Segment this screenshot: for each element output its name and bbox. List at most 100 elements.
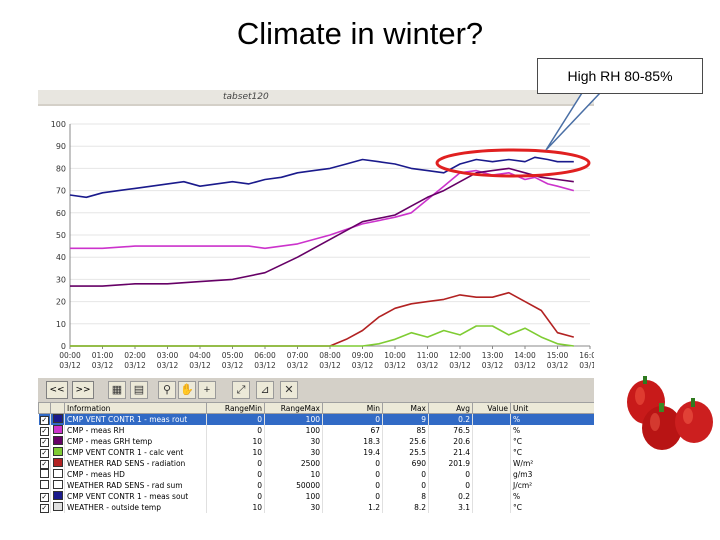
row-unit: g/m3 (510, 469, 594, 480)
table-row[interactable]: WEATHER RAD SENS - rad sum 0 50000 0 0 0 J/cm² (38, 480, 594, 491)
header-avg[interactable]: Avg (428, 402, 473, 414)
row-checkbox[interactable]: ✓ (38, 502, 51, 513)
grid-view-icon[interactable]: ▤ (130, 381, 148, 399)
row-information: WEATHER RAD SENS - rad sum (64, 480, 207, 491)
row-checkbox[interactable]: ✓ (38, 458, 51, 469)
x-tick-time-label: 08:00 (319, 351, 341, 360)
row-value (472, 458, 511, 469)
prev-button[interactable]: << (46, 381, 68, 399)
checkbox-icon[interactable]: ✓ (39, 492, 49, 502)
x-tick-date-label: 03/12 (384, 361, 406, 370)
checkbox-icon[interactable]: ✓ (39, 426, 49, 436)
chart-view-icon[interactable]: ▦ (108, 381, 126, 399)
x-tick-time-label: 00:00 (59, 351, 81, 360)
x-tick-date-label: 03/12 (352, 361, 374, 370)
table-row[interactable]: ✓ CMP VENT CONTR 1 - meas rout 0 100 0 9 0.2% (38, 413, 594, 425)
table-row[interactable]: ✓ CMP - meas GRH temp 10 30 18.3 25.6 20.6 °C (38, 436, 594, 447)
row-avg: 76.5 (428, 425, 473, 436)
row-information: CMP VENT CONTR 1 - calc vent (64, 447, 207, 458)
axis-icon[interactable]: ⊿ (256, 381, 274, 399)
y-tick-label: 60 (56, 209, 66, 218)
row-rangemax: 100 (264, 425, 323, 436)
table-row[interactable]: ✓ CMP - meas RH 0 100 67 85 76.5% (38, 425, 594, 436)
series-color-swatch (52, 447, 63, 456)
x-tick-date-label: 03/12 (92, 361, 114, 370)
row-checkbox[interactable] (38, 480, 51, 491)
x-tick-date-label: 03/12 (222, 361, 244, 370)
zoom-icon[interactable]: ⚲ (158, 381, 176, 399)
row-max: 690 (382, 458, 429, 469)
series-table: Information RangeMin RangeMax Min Max Av… (38, 402, 594, 520)
row-rangemax: 100 (264, 413, 323, 425)
y-tick-label: 70 (56, 187, 66, 196)
row-unit: % (510, 491, 594, 502)
autoscale-icon[interactable]: ⤢ (232, 381, 250, 399)
row-unit: % (510, 413, 594, 425)
table-row[interactable]: ✓ WEATHER - outside temp 10 30 1.2 8.2 3.1 °C (38, 502, 594, 513)
checkbox-icon[interactable]: ✓ (39, 437, 49, 447)
row-checkbox[interactable]: ✓ (38, 413, 51, 425)
table-row[interactable]: CMP - meas HD 0 10 0 0 0 g/m3 (38, 469, 594, 480)
pan-hand-icon[interactable]: ✋ (178, 381, 196, 399)
x-tick-date-label: 03/12 (579, 361, 594, 370)
row-unit: °C (510, 436, 594, 447)
next-button[interactable]: >> (72, 381, 94, 399)
tabset-label[interactable]: tabset120 (38, 90, 594, 104)
row-rangemax: 10 (264, 469, 323, 480)
header-unit[interactable]: Unit (510, 402, 594, 414)
row-checkbox[interactable]: ✓ (38, 436, 51, 447)
row-value (472, 469, 511, 480)
row-checkbox[interactable]: ✓ (38, 491, 51, 502)
series-color-swatch (52, 436, 63, 445)
row-checkbox[interactable] (38, 469, 51, 480)
row-value (472, 491, 511, 502)
row-min: 67 (322, 425, 383, 436)
row-information: CMP - meas HD (64, 469, 207, 480)
row-avg: 0 (428, 469, 473, 480)
x-tick-time-label: 09:00 (352, 351, 374, 360)
checkbox-icon[interactable] (39, 469, 49, 478)
row-color-swatch (50, 413, 65, 425)
header-rangemax[interactable]: RangeMax (264, 402, 323, 414)
y-tick-label: 50 (56, 231, 66, 240)
x-tick-date-label: 03/12 (319, 361, 341, 370)
header-min[interactable]: Min (322, 402, 383, 414)
row-rangemin: 10 (206, 447, 265, 458)
row-value (472, 480, 511, 491)
crosshair-icon[interactable]: + (198, 381, 216, 399)
row-rangemax: 30 (264, 436, 323, 447)
y-tick-label: 100 (51, 120, 66, 129)
row-value (472, 502, 511, 513)
row-checkbox[interactable]: ✓ (38, 447, 51, 458)
checkbox-icon[interactable]: ✓ (39, 459, 49, 469)
table-row[interactable]: ✓ CMP VENT CONTR 1 - meas sout 0 100 0 8 0.2% (38, 491, 594, 502)
header-information[interactable]: Information (64, 402, 207, 414)
chart-app-window: tabset120 100 90 80 70 60 50 40 30 20 10 0 00:00 03/… (38, 90, 594, 520)
table-row[interactable]: ✓ CMP VENT CONTR 1 - calc vent 10 30 19.4 25.… (38, 447, 594, 458)
x-tick-time-label: 14:00 (514, 351, 536, 360)
row-unit: J/cm² (510, 480, 594, 491)
checkbox-icon[interactable] (39, 480, 49, 489)
table-row[interactable]: ✓ WEATHER RAD SENS - radiation 0 2500 0 690 20… (38, 458, 594, 469)
header-max[interactable]: Max (382, 402, 429, 414)
header-value[interactable]: Value (472, 402, 511, 414)
header-rangemin[interactable]: RangeMin (206, 402, 265, 414)
x-tick-time-label: 03:00 (157, 351, 179, 360)
slide-title: Climate in winter? (236, 16, 484, 51)
series-color-swatch (52, 425, 63, 434)
row-min: 19.4 (322, 447, 383, 458)
header-color (50, 402, 65, 414)
row-checkbox[interactable]: ✓ (38, 425, 51, 436)
row-rangemin: 0 (206, 469, 265, 480)
delete-icon[interactable]: ✕ (280, 381, 298, 399)
row-avg: 0.2 (428, 413, 473, 425)
checkbox-icon[interactable]: ✓ (39, 503, 49, 513)
x-tick-time-label: 13:00 (482, 351, 504, 360)
row-max: 8 (382, 491, 429, 502)
x-tick-time-label: 12:00 (449, 351, 471, 360)
x-tick-time-label: 16:00 (579, 351, 594, 360)
series-line (70, 325, 574, 347)
checkbox-icon[interactable]: ✓ (39, 448, 49, 458)
checkbox-icon[interactable]: ✓ (39, 415, 49, 425)
row-color-swatch (50, 458, 65, 469)
